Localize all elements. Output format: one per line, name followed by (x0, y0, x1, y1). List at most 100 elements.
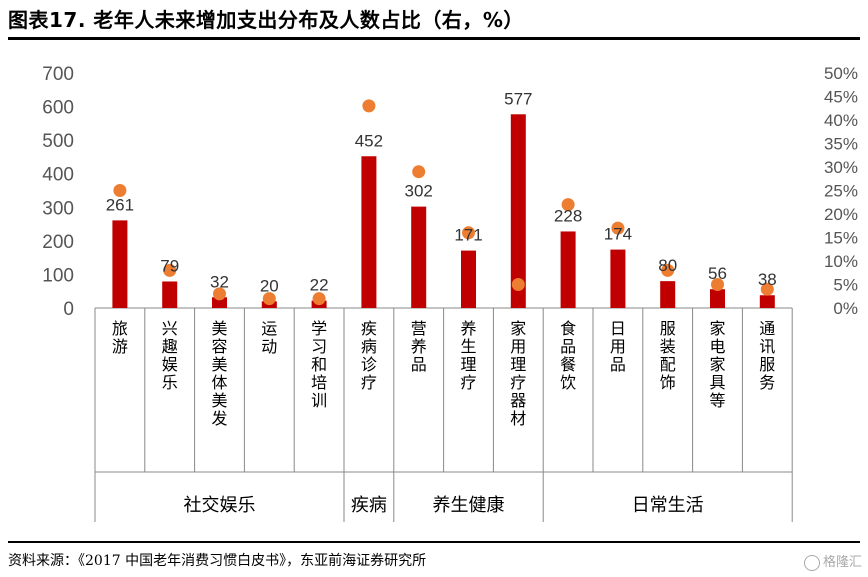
category-char: 运 (261, 319, 277, 338)
category-char: 游 (112, 337, 128, 356)
data-label: 261 (106, 195, 134, 214)
dot-point (561, 198, 575, 212)
dot-point (661, 263, 675, 277)
data-label: 80 (658, 256, 677, 275)
dot-point (462, 226, 475, 240)
y-right-tick-label: 40% (824, 111, 858, 130)
bar (560, 231, 576, 308)
data-label: 577 (504, 89, 532, 108)
bar (112, 220, 128, 308)
bar (212, 297, 227, 308)
dot-point (213, 287, 226, 301)
category-char: 品 (610, 355, 626, 374)
chart-title: 图表17. 老年人未来增加支出分布及人数占比（右，%） (8, 8, 524, 32)
group-label: 社交娱乐 (184, 495, 256, 516)
data-labels: 261 79 32 20 22 452 302 171 577 228 174 80 56 38 (106, 89, 777, 295)
bar-dot-chart: 261 79 32 20 22 452 302 171 577 228 174 80 56 38 0 100… (42, 64, 858, 522)
category-char: 务 (759, 373, 775, 392)
category-char: 通 (759, 319, 775, 338)
y-right-tick-label: 50% (824, 64, 858, 83)
dot-point (262, 292, 276, 306)
y-left-tick-label: 500 (42, 131, 74, 152)
category-char: 养 (411, 337, 427, 356)
y-right-tick-label: 45% (824, 88, 858, 107)
chart-axes (94, 307, 793, 522)
category-char: 用 (510, 337, 526, 356)
data-label: 171 (454, 226, 482, 245)
category-char: 理 (460, 355, 476, 374)
bar (759, 295, 775, 308)
dot-point (711, 278, 724, 291)
category-char: 餐 (560, 355, 576, 374)
data-label: 22 (310, 276, 329, 295)
y-right-tick-label: 5% (833, 276, 858, 295)
data-label: 452 (355, 131, 383, 150)
bar (361, 156, 377, 308)
category-char: 具 (709, 373, 725, 392)
category-char: 娱 (162, 355, 178, 374)
group-label: 养生健康 (433, 495, 505, 516)
data-label: 302 (405, 182, 433, 201)
category-char: 容 (211, 337, 227, 356)
category-char: 旅 (112, 319, 128, 338)
dot-series (113, 99, 774, 306)
category-char: 动 (261, 337, 277, 356)
category-char: 乐 (162, 373, 178, 392)
data-label: 79 (160, 256, 179, 275)
category-char: 家 (510, 319, 526, 338)
bar (610, 249, 626, 308)
category-char: 配 (660, 355, 676, 374)
group-label: 日常生活 (632, 495, 704, 516)
category-char: 培 (311, 373, 327, 392)
category-char: 材 (510, 409, 526, 428)
category-char: 等 (709, 391, 725, 410)
category-char: 品 (411, 355, 427, 374)
dot-point (163, 263, 177, 277)
category-label: 旅游 (112, 319, 128, 356)
category-char: 疗 (361, 373, 377, 392)
bar-series (112, 114, 775, 309)
category-label: 运动 (261, 319, 277, 356)
category-char: 美 (211, 355, 227, 374)
category-char: 习 (311, 337, 327, 356)
dot-point (362, 99, 376, 113)
category-char: 养 (460, 319, 476, 338)
data-label: 32 (210, 272, 229, 291)
y-right-tick-label: 0% (833, 299, 858, 318)
y-right-tick-label: 10% (824, 252, 858, 271)
category-char: 发 (211, 409, 227, 428)
category-char: 生 (460, 337, 476, 356)
y-right-tick-label: 35% (824, 135, 858, 154)
category-char: 家 (709, 319, 725, 338)
category-char: 品 (560, 337, 576, 356)
category-char: 家 (709, 355, 725, 374)
dot-point (511, 278, 525, 291)
y-right-tick-label: 25% (824, 182, 858, 201)
y-right-tick-label: 30% (824, 158, 858, 177)
dot-point (412, 165, 426, 179)
y-left-tick-label: 0 (63, 299, 74, 320)
category-char: 讯 (759, 337, 775, 356)
y-left-tick-label: 200 (42, 232, 74, 253)
data-label: 56 (708, 264, 727, 283)
category-char: 服 (759, 355, 775, 374)
category-char: 美 (211, 319, 227, 338)
category-char: 疾 (361, 319, 377, 338)
bar (411, 206, 427, 308)
category-char: 饮 (560, 373, 576, 392)
y-left-tick-label: 300 (42, 198, 74, 219)
watermark-logo-icon (803, 554, 820, 571)
category-char: 病 (361, 337, 377, 356)
y-left-tick-label: 100 (42, 265, 74, 286)
category-char: 食 (560, 319, 576, 338)
category-char: 兴 (162, 319, 178, 338)
bar (710, 289, 725, 308)
category-char: 体 (211, 373, 227, 392)
category-char: 诊 (361, 355, 377, 374)
category-char: 训 (311, 391, 327, 410)
y-left-tick-label: 600 (42, 98, 74, 119)
category-char: 营 (411, 319, 427, 338)
